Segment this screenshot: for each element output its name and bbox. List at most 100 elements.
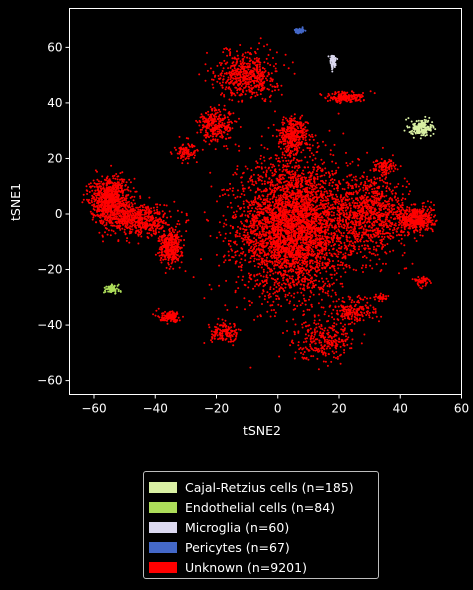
scatter-point [292, 270, 295, 272]
scatter-point [252, 226, 255, 229]
scatter-points [81, 26, 438, 371]
scatter-point [291, 275, 294, 278]
scatter-point [283, 196, 286, 199]
scatter-point [298, 259, 301, 262]
scatter-point [253, 253, 256, 255]
scatter-point [313, 180, 316, 183]
scatter-point [279, 260, 282, 263]
scatter-point [280, 251, 283, 253]
scatter-point [265, 169, 268, 172]
scatter-point [399, 219, 402, 222]
scatter-point [267, 247, 270, 250]
scatter-point [295, 231, 297, 234]
scatter-point [269, 243, 272, 245]
scatter-point [423, 217, 425, 220]
scatter-point [322, 212, 325, 215]
scatter-point [301, 266, 304, 269]
scatter-point [349, 207, 352, 210]
scatter-point [331, 170, 334, 173]
scatter-point [425, 213, 428, 216]
scatter-point [401, 185, 404, 188]
scatter-point [350, 187, 353, 190]
scatter-point [306, 202, 309, 205]
scatter-point [326, 285, 329, 287]
scatter-point [262, 275, 265, 278]
scatter-point [278, 209, 280, 212]
scatter-point [222, 225, 225, 228]
scatter-point [343, 188, 346, 191]
scatter-point [332, 173, 334, 176]
scatter-point [283, 193, 286, 196]
scatter-point [244, 236, 247, 239]
scatter-point [291, 209, 294, 212]
scatter-point [246, 233, 249, 236]
scatter-point [279, 235, 282, 238]
scatter-point [341, 285, 344, 288]
scatter-point [281, 198, 284, 201]
scatter-point [309, 155, 311, 158]
scatter-point [356, 204, 359, 207]
scatter-point [291, 240, 294, 243]
scatter-point [311, 133, 314, 136]
scatter-point [372, 195, 374, 198]
scatter-point [275, 177, 278, 180]
scatter-point [324, 144, 327, 147]
scatter-point [312, 250, 315, 253]
scatter-point [410, 225, 413, 228]
scatter-point [274, 271, 277, 274]
scatter-point [300, 247, 303, 250]
scatter-point [342, 220, 344, 223]
scatter-point [298, 175, 300, 178]
scatter-point [345, 212, 348, 215]
scatter-point [319, 201, 322, 204]
scatter-point [247, 210, 249, 213]
scatter-point [289, 176, 292, 179]
scatter-point [293, 245, 296, 248]
scatter-point [270, 255, 273, 257]
scatter-point [271, 189, 274, 192]
scatter-point [320, 344, 323, 347]
scatter-point [288, 292, 291, 295]
scatter-point [333, 273, 336, 276]
scatter-point [255, 238, 258, 241]
scatter-point [253, 254, 256, 257]
scatter-point [394, 217, 396, 220]
scatter-point [259, 248, 262, 251]
scatter-point [390, 225, 392, 228]
scatter-point [304, 216, 307, 219]
scatter-point [286, 298, 289, 301]
scatter-point [284, 191, 287, 193]
scatter-point [330, 218, 333, 221]
scatter-point [379, 239, 382, 242]
scatter-point [264, 218, 267, 221]
scatter-point [256, 165, 259, 168]
scatter-point [279, 232, 282, 235]
scatter-point [309, 195, 312, 198]
scatter-point [364, 182, 367, 185]
scatter-point [242, 200, 245, 203]
scatter-point [279, 226, 282, 229]
scatter-point [259, 243, 262, 246]
scatter-point [315, 193, 318, 196]
scatter-point [239, 215, 242, 218]
scatter-point [231, 189, 234, 192]
scatter-point [340, 212, 343, 215]
scatter-point [340, 261, 342, 264]
scatter-point [224, 304, 227, 307]
scatter-point [314, 227, 317, 230]
scatter-point [242, 190, 245, 193]
scatter-point [282, 240, 285, 243]
scatter-point [374, 165, 377, 168]
scatter-point [276, 245, 279, 248]
scatter-point [316, 237, 318, 240]
scatter-point [265, 231, 268, 234]
scatter-point [297, 341, 300, 344]
scatter-point [354, 241, 357, 244]
scatter-point [288, 255, 291, 258]
scatter-point [352, 216, 355, 219]
scatter-point [355, 190, 358, 193]
scatter-point [318, 264, 321, 267]
scatter-point [404, 225, 407, 228]
scatter-point [292, 308, 295, 311]
scatter-point [275, 294, 277, 297]
